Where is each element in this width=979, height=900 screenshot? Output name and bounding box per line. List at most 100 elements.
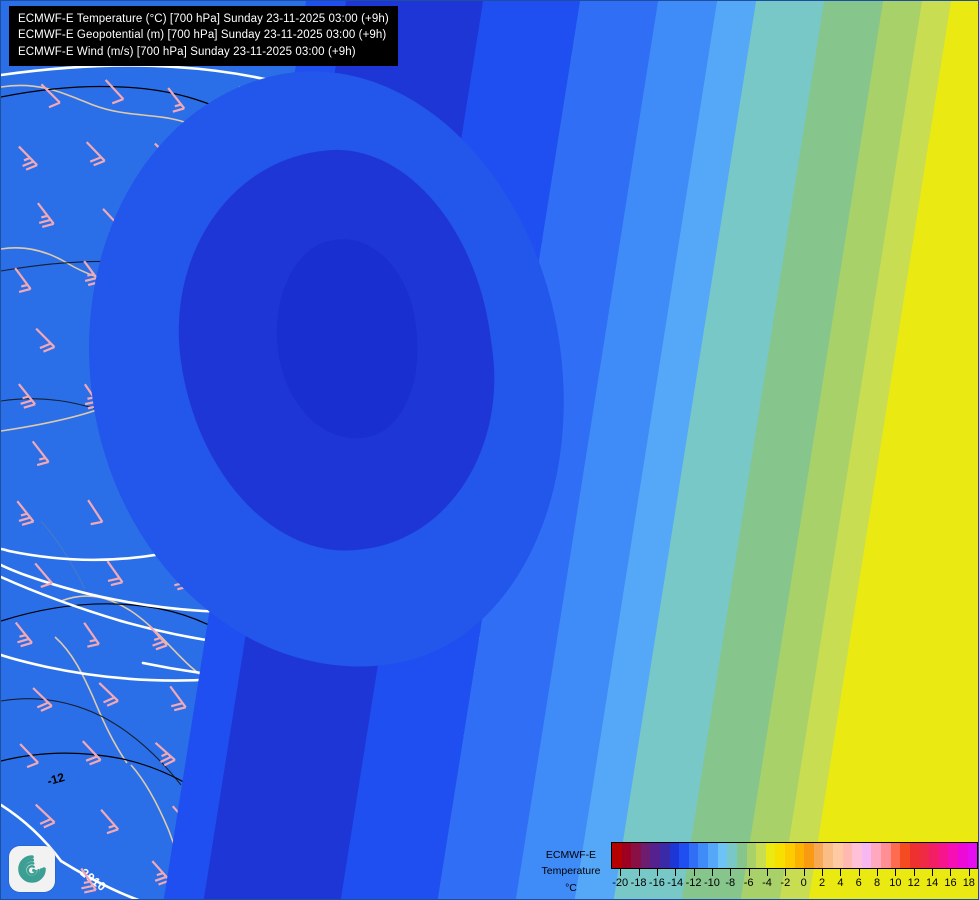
isotherm-label: -12 (46, 770, 67, 788)
title-block: ECMWF-E Temperature (°C) [700 hPa] Sunda… (9, 6, 398, 66)
color-bar-tick (730, 869, 732, 876)
color-bar-tick (656, 869, 658, 876)
color-bar-swatch (756, 843, 766, 868)
color-bar-swatch (929, 843, 939, 868)
color-bar-tick-label: 4 (837, 877, 844, 889)
color-bar-swatch (765, 843, 776, 868)
wind-barb (28, 329, 54, 355)
color-bar-tick (895, 869, 897, 876)
wind-barb (161, 686, 185, 713)
color-bar-tick-label: 0 (800, 877, 807, 889)
wind-barb (25, 688, 51, 714)
color-bar-tick (932, 869, 934, 876)
color-bar (611, 842, 978, 869)
title-line-wind: ECMWF-E Wind (m/s) [700 hPa] Sunday 23-1… (18, 45, 356, 58)
color-bar-swatch (842, 843, 853, 868)
color-bar-tick (748, 869, 750, 876)
wind-barb (98, 561, 122, 589)
color-bar-tick (913, 869, 915, 876)
wind-barb (160, 88, 185, 115)
legend-scale: -20 -18 -16 -14 -12 -10 -8 -6 -4 -2 0 2 4 6 8 10 12 14 16 1… (611, 842, 978, 893)
color-bar-swatch (717, 843, 728, 868)
wind-barb (27, 563, 52, 590)
color-bar-tick (675, 869, 677, 876)
color-bar-tick-label: 14 (926, 877, 939, 889)
color-bar-tick-label: -14 (667, 877, 684, 889)
color-bar-swatch (804, 843, 814, 868)
color-bar-tick-label: -18 (630, 877, 647, 889)
color-bar-swatch (890, 843, 901, 868)
color-bar-tick (803, 869, 805, 876)
color-bar-tick-label: 8 (874, 877, 881, 889)
color-bar-tick (950, 869, 952, 876)
color-bar-tick-label: 2 (818, 877, 826, 889)
color-bar-tick-label: -20 (612, 877, 629, 889)
legend-caption: ECMWF-E Temperature °C (531, 842, 611, 896)
weather-swirl-logo[interactable] (9, 846, 55, 892)
color-bar-tick-label: -16 (648, 877, 665, 889)
color-bar-tick (840, 869, 842, 876)
color-bar-tick (877, 869, 879, 876)
color-bar-swatch (679, 843, 689, 868)
wind-barb (12, 744, 38, 770)
color-bar-swatch (861, 843, 872, 868)
color-bar-swatch (938, 843, 949, 868)
color-bar-swatch (727, 843, 737, 868)
color-bar-swatch (784, 843, 795, 868)
color-bar-swatch (948, 843, 958, 868)
wind-barb (93, 810, 118, 837)
color-bar-tick (638, 869, 640, 876)
color-bar-tick (785, 869, 787, 876)
wind-barb (24, 441, 49, 468)
color-bar-swatch (746, 843, 757, 868)
color-bar-swatch (957, 843, 968, 868)
color-bar-swatch (669, 843, 680, 868)
color-bar-tick (822, 869, 824, 876)
color-bar-swatch (775, 843, 785, 868)
color-bar-tick (620, 869, 622, 876)
color-bar-tick-label: -6 (743, 877, 754, 889)
color-bar-swatch (631, 843, 641, 868)
color-bar-swatch (813, 843, 824, 868)
legend-variable-label: Temperature (541, 865, 601, 878)
wind-barb (79, 500, 102, 528)
color-bar-tick (766, 869, 768, 876)
color-bar-tick (968, 869, 970, 876)
color-bar-tick-label: -12 (685, 877, 702, 889)
color-bar-swatch (794, 843, 805, 868)
temperature-legend: ECMWF-E Temperature °C -20 -18 -16 -14 -12 -1… (531, 842, 978, 899)
wind-barb (6, 268, 30, 295)
color-bar-tick-label: -10 (703, 877, 720, 889)
color-bar-tick (711, 869, 713, 876)
color-bar-tick-label: 6 (855, 877, 862, 889)
wind-barb (72, 868, 96, 896)
color-bar-tick (858, 869, 860, 876)
title-line-geopotential: ECMWF-E Geopotential (m) [700 hPa] Sunda… (18, 29, 387, 42)
color-bar-swatch (919, 843, 930, 868)
wind-barb (75, 623, 99, 651)
wind-barb (79, 142, 105, 168)
color-bar-swatch (612, 843, 622, 868)
color-bar-swatch (660, 843, 670, 868)
color-bar-swatch (640, 843, 651, 868)
wind-barb (75, 741, 101, 767)
color-bar-tick-labels: -20 -18 -16 -14 -12 -10 -8 -6 -4 -2 0 2 4 6 8 10 12 14 16 1… (611, 877, 978, 893)
wind-barb (10, 384, 35, 411)
color-bar-tick-label: 12 (907, 877, 920, 889)
color-bar-tick-label: 18 (962, 877, 975, 889)
color-bar-tick-label: 10 (889, 877, 902, 889)
color-bar-tick-label: -8 (725, 877, 736, 889)
wind-barb (92, 683, 118, 709)
color-bar-tick-label: -2 (780, 877, 791, 889)
color-bar-swatch (698, 843, 709, 868)
color-bar-swatch (881, 843, 891, 868)
color-bar-swatch (871, 843, 882, 868)
color-bar-swatch (688, 843, 699, 868)
swirl-icon (18, 855, 46, 883)
wind-barb (9, 501, 34, 528)
wind-barb (148, 743, 175, 768)
wind-barb (28, 805, 54, 831)
wind-barb (141, 626, 167, 653)
color-bar-swatch (967, 843, 978, 868)
